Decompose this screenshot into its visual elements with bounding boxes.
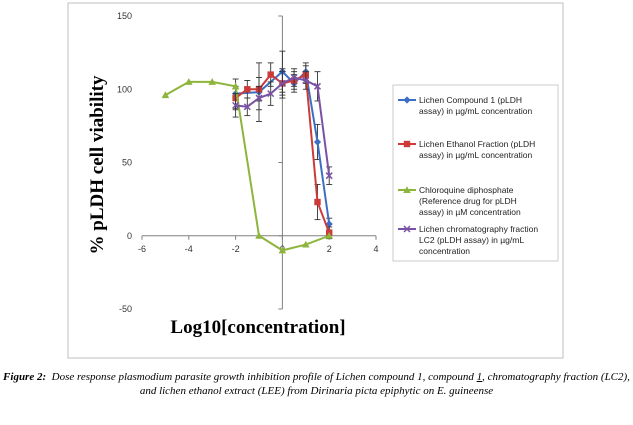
x-tick-label: -6 [138,244,146,254]
data-point [325,231,333,239]
legend-label-line: assay) in µg/mL concentration [419,150,533,160]
data-point-stroke [232,101,240,109]
data-point-stroke [290,73,298,82]
x-tick-label: 2 [327,244,332,254]
legend-label-line: (Reference drug for pLDH [419,196,517,206]
data-point [232,101,240,109]
x-tick-label: -4 [185,244,193,254]
legend-label-line: assay) in µg/mL concentration [419,106,533,116]
legend-label-line: concentration [419,246,470,256]
data-point-stroke [302,76,310,84]
x-tick-label: -2 [232,244,240,254]
data-point [278,79,286,87]
legend-label-line: Lichen Ethanol Fraction (pLDH [419,139,535,149]
legend-label-line: LC2 (pLDH assay) in µg/mL [419,235,524,245]
legend-label-line: assay) in µM concentration [419,207,521,217]
data-point [243,103,251,111]
y-tick-label: 100 [117,84,132,94]
data-point [267,90,275,98]
y-tick-label: 150 [117,11,132,21]
legend-label-line: Lichen Compound 1 (pLDH [419,95,522,105]
data-point [313,82,322,90]
data-point [313,138,322,146]
data-point [208,78,216,85]
data-point [255,94,263,102]
caption-underlined: 1 [476,371,483,383]
legend-box [392,84,559,262]
caption-text-1: Dose response plasmodium parasite growth… [51,371,474,383]
series-line [164,80,330,252]
data-point [325,220,333,228]
data-point [255,231,263,239]
series-3 [161,78,333,254]
data-point [403,225,411,233]
data-point-stroke [278,79,286,87]
data-point [302,240,310,248]
legend-label-line: Chloroquine diphosphate [419,185,514,195]
data-point-stroke [243,103,251,111]
caption-label: Figure 2: [3,371,47,383]
data-point-stroke [255,94,263,102]
data-point [161,91,170,99]
y-tick-label: -50 [119,304,132,314]
data-point [325,172,333,180]
y-axis-label: % pLDH cell viability [87,75,108,254]
series-4 [232,68,333,185]
data-point [278,246,287,254]
data-point [403,140,411,148]
data-point [267,71,274,78]
data-point [231,82,240,90]
data-point [403,186,411,193]
legend-entry-3: Chloroquine diphosphate(Reference drug f… [398,185,521,217]
data-point [185,78,193,85]
data-point [314,198,321,206]
x-tick-label: 4 [373,244,378,254]
legend-label-line: Lichen chromatography fraction [419,224,538,234]
data-point [244,86,251,93]
data-point-stroke [325,172,333,180]
figure-caption: Figure 2: Dose response plasmodium paras… [0,370,633,398]
x-axis-label: Log10[concentration] [170,317,345,338]
y-tick-label: 0 [127,231,132,241]
y-tick-label: 50 [122,158,132,168]
series-layer [161,50,333,254]
data-point-stroke [313,82,322,90]
data-point [302,76,310,84]
data-point [290,73,298,82]
data-point-stroke [403,225,411,233]
data-point [403,96,411,104]
caption-text-2: , chromatography fraction (LC2), and lic… [139,371,630,397]
data-point-stroke [267,90,275,98]
